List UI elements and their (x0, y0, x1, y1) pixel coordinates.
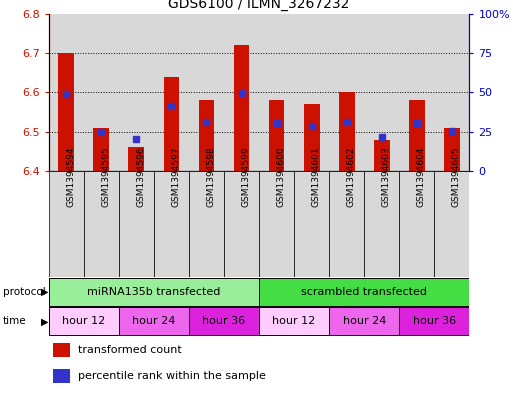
Bar (84, 14, 119, 171)
Bar (164, 77, 180, 171)
Text: GSM1394595: GSM1394595 (101, 146, 110, 207)
Bar (224, 171, 259, 277)
Text: GSM1394597: GSM1394597 (171, 146, 181, 207)
Bar (259, 307, 329, 335)
Text: miRNA135b transfected: miRNA135b transfected (87, 287, 221, 297)
Text: GSM1394605: GSM1394605 (452, 146, 461, 207)
Text: GSM1394603: GSM1394603 (382, 146, 391, 207)
Bar (339, 92, 354, 171)
Text: scrambled transfected: scrambled transfected (301, 287, 427, 297)
Bar (304, 104, 320, 171)
Bar (128, 147, 144, 171)
Bar (399, 14, 435, 171)
Bar (49, 277, 259, 306)
Bar (49, 171, 84, 277)
Bar (189, 14, 224, 171)
Bar (259, 277, 469, 306)
Text: hour 36: hour 36 (413, 316, 456, 326)
Bar (409, 100, 425, 171)
Text: hour 36: hour 36 (203, 316, 246, 326)
Title: GDS6100 / ILMN_3267232: GDS6100 / ILMN_3267232 (168, 0, 350, 11)
Text: ▶: ▶ (42, 316, 49, 326)
Text: GSM1394604: GSM1394604 (417, 146, 426, 206)
Bar (93, 128, 109, 171)
Bar (119, 307, 189, 335)
Bar (154, 14, 189, 171)
Bar (49, 307, 119, 335)
Bar (294, 14, 329, 171)
Bar (329, 171, 364, 277)
Text: hour 24: hour 24 (132, 316, 175, 326)
Bar (199, 100, 214, 171)
Bar (119, 171, 154, 277)
Bar (399, 171, 435, 277)
Bar (49, 14, 84, 171)
Text: GSM1394599: GSM1394599 (242, 146, 250, 207)
Bar (189, 171, 224, 277)
Text: GSM1394594: GSM1394594 (66, 146, 75, 206)
Bar (364, 14, 399, 171)
Text: hour 12: hour 12 (272, 316, 315, 326)
Bar (53, 369, 70, 383)
Bar (259, 171, 294, 277)
Bar (399, 307, 469, 335)
Text: percentile rank within the sample: percentile rank within the sample (78, 371, 266, 381)
Bar (329, 307, 399, 335)
Text: hour 24: hour 24 (343, 316, 386, 326)
Bar (444, 128, 460, 171)
Text: GSM1394601: GSM1394601 (311, 146, 321, 207)
Bar (58, 53, 74, 171)
Bar (374, 140, 390, 171)
Bar (154, 171, 189, 277)
Bar (435, 171, 469, 277)
Bar (364, 171, 399, 277)
Text: GSM1394600: GSM1394600 (277, 146, 286, 207)
Bar (189, 307, 259, 335)
Bar (294, 171, 329, 277)
Bar (53, 343, 70, 357)
Bar (269, 100, 285, 171)
Bar (84, 171, 119, 277)
Bar (329, 14, 364, 171)
Text: hour 12: hour 12 (62, 316, 105, 326)
Text: GSM1394596: GSM1394596 (136, 146, 145, 207)
Bar (435, 14, 469, 171)
Text: transformed count: transformed count (78, 345, 182, 355)
Bar (119, 14, 154, 171)
Bar (224, 14, 259, 171)
Bar (259, 14, 294, 171)
Text: ▶: ▶ (42, 287, 49, 297)
Bar (233, 45, 249, 171)
Text: GSM1394598: GSM1394598 (206, 146, 215, 207)
Text: time: time (3, 316, 26, 326)
Text: GSM1394602: GSM1394602 (347, 146, 356, 206)
Text: protocol: protocol (3, 287, 45, 297)
